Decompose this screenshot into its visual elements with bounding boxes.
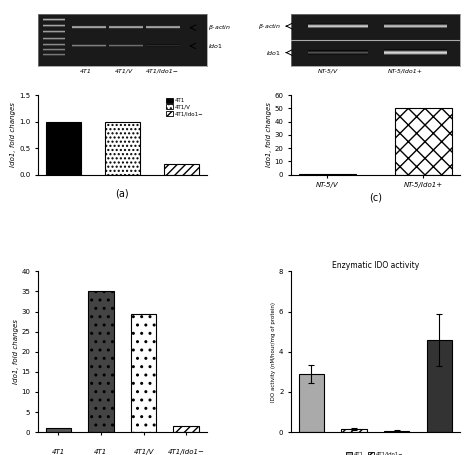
Bar (131, 313, 156, 432)
Y-axis label: Ido1, fold changes: Ido1, fold changes (265, 102, 272, 167)
Bar (299, 174, 356, 175)
Text: $\beta$-actin: $\beta$-actin (258, 22, 281, 30)
Text: $Ido1$: $Ido1$ (209, 42, 223, 50)
Bar (164, 164, 199, 175)
Text: (c): (c) (369, 192, 382, 202)
Bar (46, 121, 81, 175)
Text: NT-5/Ido1+: NT-5/Ido1+ (388, 69, 423, 74)
Text: $Ido1$: $Ido1$ (266, 49, 281, 56)
Legend: 4T1, 4T1/V, 4T1/Ido1−: 4T1, 4T1/V, 4T1/Ido1− (166, 98, 204, 116)
Title: Enzymatic IDO activity: Enzymatic IDO activity (332, 262, 419, 270)
Bar (341, 429, 367, 432)
Text: 4T1: 4T1 (80, 69, 92, 74)
Legend: 4T1, NT-5, 4T1/Ido1−, NT-5/Ido1+: 4T1, NT-5, 4T1/Ido1−, NT-5/Ido1+ (344, 450, 407, 455)
Text: NT-5/V: NT-5/V (318, 69, 338, 74)
Bar (105, 121, 140, 175)
Bar (299, 374, 324, 432)
Text: $\beta$-actin: $\beta$-actin (209, 23, 232, 32)
Y-axis label: Ido1, fold changes: Ido1, fold changes (10, 102, 16, 167)
Text: 4T1/V: 4T1/V (115, 69, 133, 74)
Bar (394, 108, 452, 175)
Bar (427, 340, 452, 432)
Y-axis label: Ido1, fold changes: Ido1, fold changes (12, 319, 18, 384)
Bar (88, 291, 114, 432)
Bar (173, 426, 199, 432)
Text: (a): (a) (116, 189, 129, 199)
Bar (46, 428, 71, 432)
Y-axis label: IDO activity (nM/hour/mg of protein): IDO activity (nM/hour/mg of protein) (271, 302, 276, 402)
Text: 4T1/Ido1−: 4T1/Ido1− (146, 69, 178, 74)
Bar (384, 430, 410, 432)
